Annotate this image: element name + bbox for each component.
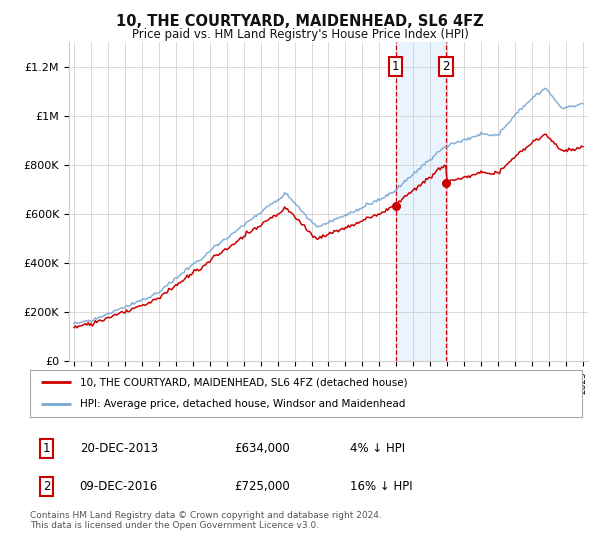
Text: 2: 2 — [43, 480, 50, 493]
Text: 2: 2 — [442, 60, 450, 73]
Text: HPI: Average price, detached house, Windsor and Maidenhead: HPI: Average price, detached house, Wind… — [80, 399, 405, 409]
Text: 16% ↓ HPI: 16% ↓ HPI — [350, 480, 413, 493]
Bar — [395, 42, 446, 361]
Text: 4% ↓ HPI: 4% ↓ HPI — [350, 442, 405, 455]
Text: Price paid vs. HM Land Registry's House Price Index (HPI): Price paid vs. HM Land Registry's House … — [131, 28, 469, 41]
Text: 1: 1 — [392, 60, 400, 73]
Text: £725,000: £725,000 — [234, 480, 290, 493]
Text: 09-DEC-2016: 09-DEC-2016 — [80, 480, 158, 493]
Text: £634,000: £634,000 — [234, 442, 290, 455]
Text: 10, THE COURTYARD, MAIDENHEAD, SL6 4FZ (detached house): 10, THE COURTYARD, MAIDENHEAD, SL6 4FZ (… — [80, 377, 407, 388]
Text: 10, THE COURTYARD, MAIDENHEAD, SL6 4FZ: 10, THE COURTYARD, MAIDENHEAD, SL6 4FZ — [116, 14, 484, 29]
Text: 1: 1 — [43, 442, 50, 455]
Text: Contains HM Land Registry data © Crown copyright and database right 2024.
This d: Contains HM Land Registry data © Crown c… — [30, 511, 382, 530]
Text: 20-DEC-2013: 20-DEC-2013 — [80, 442, 158, 455]
